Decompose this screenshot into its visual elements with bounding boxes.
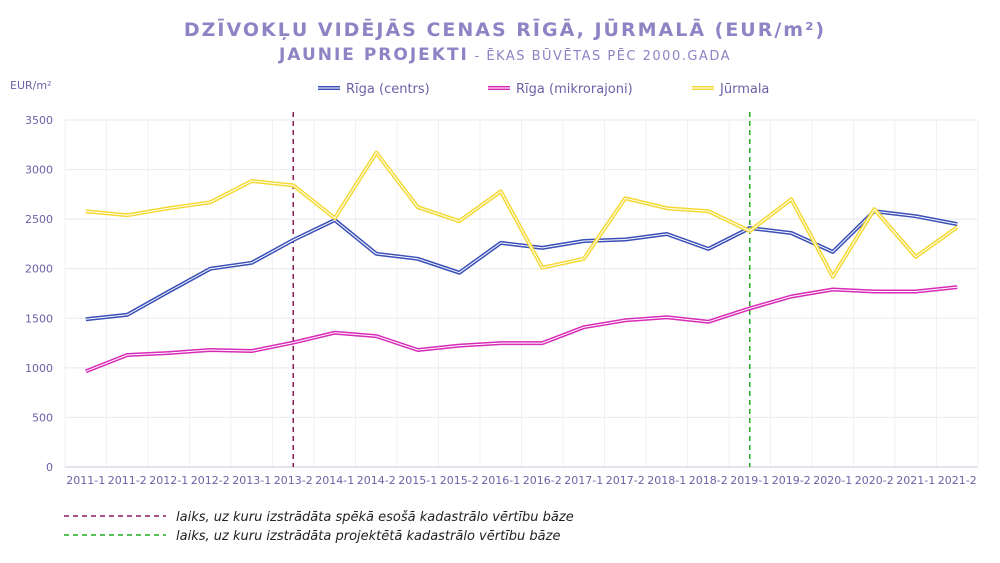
x-tick-label: 2020-2 (855, 474, 894, 487)
x-tick-label: 2018-2 (689, 474, 728, 487)
x-tick-label: 2013-2 (274, 474, 313, 487)
x-tick-label: 2020-1 (813, 474, 852, 487)
chart-title: DZĪVOKĻU VIDĒJĀS CENAS RĪGĀ, JŪRMALĀ (EU… (184, 18, 826, 41)
x-axis-ticks: 2011-1 2011-2 2012-1 2012-2 2013-1 2013-2 2014… (66, 474, 976, 487)
x-tick-label: 2019-1 (730, 474, 769, 487)
series-line (85, 209, 958, 322)
reference-note: laiks, uz kuru izstrādāta spēkā esošā ka… (64, 510, 574, 525)
x-tick-label: 2013-1 (232, 474, 271, 487)
legend: Rīga (centrs) Rīga (mikrorajoni) Jūrmala (318, 82, 769, 97)
y-tick-label: 1500 (25, 312, 53, 325)
legend-label: Rīga (centrs) (346, 82, 430, 97)
y-tick-label: 1000 (25, 362, 53, 375)
x-tick-label: 2011-1 (66, 474, 105, 487)
x-tick-label: 2011-2 (108, 474, 147, 487)
x-tick-label: 2019-2 (772, 474, 811, 487)
reference-note-label: laiks, uz kuru izstrādāta spēkā esošā ka… (176, 510, 574, 525)
x-tick-label: 2021-2 (938, 474, 977, 487)
series-line (85, 150, 959, 279)
series-lines (85, 150, 959, 374)
legend-label: Jūrmala (719, 82, 769, 97)
x-tick-label: 2012-1 (149, 474, 188, 487)
x-tick-label: 2016-2 (523, 474, 562, 487)
reference-note-label: laiks, uz kuru izstrādāta projektētā kad… (176, 529, 560, 544)
y-tick-label: 2500 (25, 213, 53, 226)
x-tick-label: 2018-1 (647, 474, 686, 487)
series-line (85, 285, 958, 374)
legend-label: Rīga (mikrorajoni) (516, 82, 633, 97)
y-tick-label: 500 (32, 411, 53, 424)
y-axis-ticks: 0 500 1000 1500 2000 2500 3000 3500 (25, 114, 53, 474)
grid (64, 119, 979, 468)
series-line-inner (85, 286, 958, 372)
chart-subtitle-main: JAUNIE PROJEKTI (278, 45, 469, 65)
x-tick-label: 2012-2 (191, 474, 230, 487)
y-axis-label: EUR/m² (10, 79, 51, 92)
series-line-inner (85, 210, 958, 320)
x-tick-label: 2017-1 (564, 474, 603, 487)
x-tick-label: 2015-1 (398, 474, 437, 487)
x-tick-label: 2017-2 (606, 474, 645, 487)
reference-note: laiks, uz kuru izstrādāta projektētā kad… (64, 529, 560, 544)
y-tick-label: 2000 (25, 263, 53, 276)
x-tick-label: 2014-2 (357, 474, 396, 487)
x-tick-label: 2016-1 (481, 474, 520, 487)
legend-item: Jūrmala (692, 82, 769, 97)
legend-item: Rīga (mikrorajoni) (488, 82, 633, 97)
y-tick-label: 3500 (25, 114, 53, 127)
x-tick-label: 2021-1 (896, 474, 935, 487)
y-tick-label: 3000 (25, 164, 53, 177)
legend-item: Rīga (centrs) (318, 82, 430, 97)
y-tick-label: 0 (46, 461, 53, 474)
chart-subtitle-suffix: - ĒKAS BŪVĒTAS PĒC 2000.GADA (469, 49, 731, 64)
x-tick-label: 2015-2 (440, 474, 479, 487)
x-tick-label: 2014-1 (315, 474, 354, 487)
reference-notes: laiks, uz kuru izstrādāta spēkā esošā ka… (64, 510, 574, 544)
series-line-inner (85, 152, 958, 278)
chart-subtitle: JAUNIE PROJEKTI - ĒKAS BŪVĒTAS PĒC 2000.… (278, 45, 731, 65)
